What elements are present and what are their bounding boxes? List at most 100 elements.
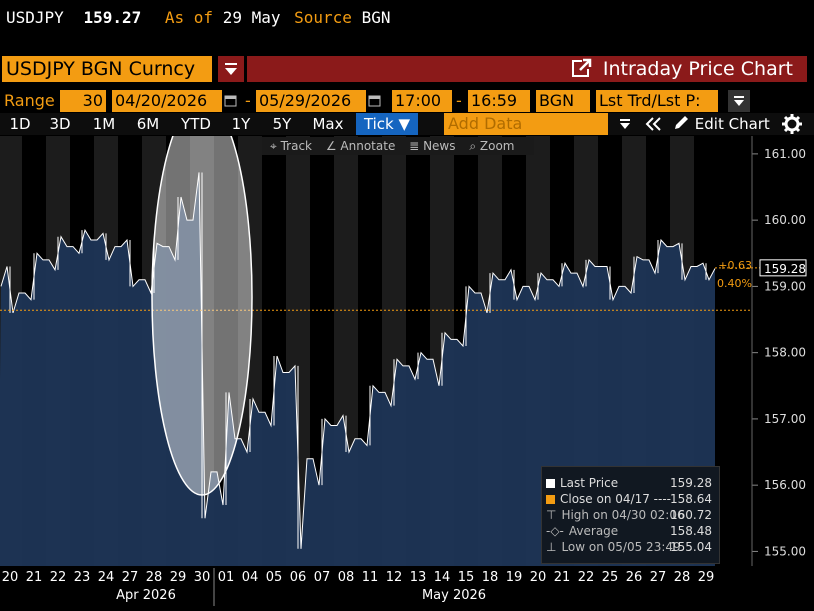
range-period-field[interactable]: 30: [60, 90, 106, 112]
add-data-dropdown[interactable]: [614, 113, 636, 135]
legend-swatch-orange: [546, 495, 555, 504]
legend-value: 160.72: [670, 508, 712, 522]
legend-low[interactable]: ⊥ Low on 05/05 23:49 155.04: [546, 540, 714, 555]
start-time-field[interactable]: 17:00: [392, 90, 452, 112]
x-tick-label: 21: [26, 570, 43, 585]
security-field[interactable]: USDJPY BGN Curncy: [2, 56, 212, 82]
last-price-tag-text: 159.28: [764, 262, 806, 276]
zoom-tool[interactable]: ⌕ Zoom: [469, 139, 514, 153]
legend-high[interactable]: ⊤ High on 04/30 02:06 160.72: [546, 508, 714, 523]
source-label: Source: [294, 8, 352, 27]
x-tick-label: 22: [50, 570, 67, 585]
change-absolute: +0.63: [718, 259, 752, 272]
settings-gear-icon[interactable]: [780, 113, 804, 135]
function-title[interactable]: Intraday Price Chart: [571, 56, 793, 82]
change-percent: 0.40%: [717, 277, 752, 290]
legend-value: 159.28: [670, 476, 712, 490]
add-data-input[interactable]: Add Data: [444, 113, 608, 135]
period-button-1d[interactable]: 1D: [9, 115, 31, 133]
y-tick-label: 156.00: [764, 478, 806, 492]
last-price-line: [0, 172, 716, 549]
edit-chart-label: Edit Chart: [694, 115, 770, 133]
period-button-3d[interactable]: 3D: [49, 115, 71, 133]
crosshair-icon: ⌖: [270, 139, 277, 153]
news-tool[interactable]: ≣ News: [409, 139, 459, 153]
annotate-icon: ∠: [325, 139, 337, 153]
legend-label: Last Price: [560, 476, 619, 490]
legend-last-price[interactable]: Last Price 159.28: [546, 476, 714, 491]
x-tick-label: 07: [314, 570, 331, 585]
as-of-date: 29 May: [222, 8, 281, 27]
y-tick-label: 157.00: [764, 412, 806, 426]
last-price: 159.27: [83, 8, 142, 27]
annotate-label: Annotate: [340, 139, 396, 153]
start-date-field[interactable]: 04/20/2026: [112, 90, 222, 112]
x-tick-label: 29: [170, 570, 187, 585]
x-tick-label: 24: [98, 570, 115, 585]
price-type-field[interactable]: Lst Trd/Lst P:: [596, 90, 718, 112]
track-tool[interactable]: ⌖ Track: [270, 139, 316, 153]
x-tick-label: 05: [266, 570, 283, 585]
popout-icon[interactable]: [571, 58, 593, 78]
x-tick-label: 27: [122, 570, 139, 585]
edit-chart-button[interactable]: Edit Chart: [672, 113, 778, 135]
x-tick-label: 15: [458, 570, 475, 585]
function-title-text: Intraday Price Chart: [602, 58, 793, 80]
x-tick-label: 28: [146, 570, 163, 585]
ticker-symbol: USDJPY: [6, 8, 64, 27]
x-tick-label: 20: [2, 570, 19, 585]
x-tick-label: 12: [386, 570, 403, 585]
start-calendar-icon[interactable]: [224, 90, 240, 112]
chart-legend: Last Price 159.28 Close on 04/17 ---- 15…: [541, 466, 720, 564]
period-button-6m[interactable]: 6M: [136, 115, 160, 133]
period-button-ytd[interactable]: YTD: [181, 115, 211, 133]
x-tick-label: 01: [218, 570, 235, 585]
price-type-dropdown[interactable]: [728, 90, 750, 112]
last-price-tag: [759, 259, 807, 277]
legend-swatch-white: [546, 479, 555, 488]
end-calendar-icon[interactable]: [368, 90, 384, 112]
price-area-fill: [0, 172, 715, 566]
x-tick-label: 18: [482, 570, 499, 585]
y-tick-label: 155.00: [764, 544, 806, 558]
legend-close[interactable]: Close on 04/17 ---- 158.64: [546, 492, 714, 507]
legend-label: Low on 05/05 23:49: [561, 540, 681, 554]
x-tick-label: 28: [674, 570, 691, 585]
x-tick-label: 08: [338, 570, 355, 585]
highlight-ellipse: [151, 136, 253, 496]
end-date-field[interactable]: 05/29/2026: [256, 90, 366, 112]
period-button-1y[interactable]: 1Y: [231, 115, 251, 133]
y-tick-label: 159.00: [764, 279, 806, 293]
x-tick-label: 11: [362, 570, 379, 585]
pricing-source-field[interactable]: BGN: [536, 90, 590, 112]
x-tick-label: 20: [530, 570, 547, 585]
low-marker-icon: ⊥: [546, 540, 557, 554]
chevron-down-icon: [620, 119, 630, 129]
source-value: BGN: [361, 8, 391, 27]
range-label: Range: [4, 91, 55, 110]
end-time-field[interactable]: 16:59: [468, 90, 530, 112]
period-button-1m[interactable]: 1M: [92, 115, 116, 133]
security-dropdown-button[interactable]: [218, 56, 244, 82]
x-tick-label: 25: [602, 570, 619, 585]
x-tick-label: 22: [578, 570, 595, 585]
legend-average[interactable]: -◇- Average 158.48: [546, 524, 714, 539]
news-label: News: [423, 139, 456, 153]
function-title-bar: Intraday Price Chart: [247, 56, 807, 82]
x-tick-label: 21: [554, 570, 571, 585]
legend-label: Close on 04/17 ----: [560, 492, 671, 506]
x-tick-label: 29: [698, 570, 715, 585]
legend-label: Average: [568, 524, 619, 538]
collapse-left-icon[interactable]: [642, 113, 664, 135]
period-button-max[interactable]: Max: [312, 115, 344, 133]
x-tick-label: 13: [410, 570, 427, 585]
search-icon: ⌕: [469, 139, 477, 153]
quote-header: USDJPY 159.27 As of 29 May Source BGN: [6, 8, 390, 27]
x-tick-label: 27: [650, 570, 667, 585]
interval-button[interactable]: Tick ▼: [356, 113, 418, 135]
x-tick-label: 23: [74, 570, 91, 585]
period-button-5y[interactable]: 5Y: [272, 115, 292, 133]
range-dash: -: [245, 91, 251, 110]
x-tick-label: 26: [626, 570, 643, 585]
annotate-tool[interactable]: ∠ Annotate: [326, 139, 399, 153]
